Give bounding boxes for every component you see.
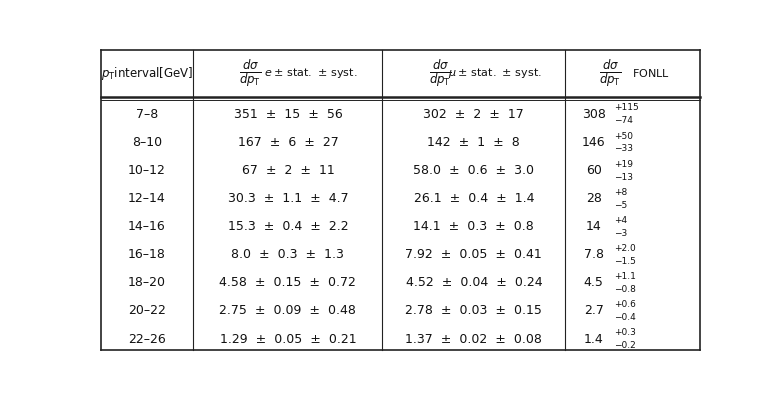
Text: 142  ±  1  ±  8: 142 ± 1 ± 8 [427,136,520,149]
Text: 20–22: 20–22 [128,305,166,318]
Text: $e \pm\,\mathrm{stat.}\,\pm\,\mathrm{syst.}$: $e \pm\,\mathrm{stat.}\,\pm\,\mathrm{sys… [264,66,357,80]
Text: 14.1  ±  0.3  ±  0.8: 14.1 ± 0.3 ± 0.8 [413,220,534,233]
Text: 12–14: 12–14 [128,192,166,205]
Text: +115: +115 [614,103,638,112]
Text: 1.4: 1.4 [583,333,604,346]
Text: −74: −74 [614,116,633,126]
Text: +4: +4 [614,216,627,225]
Text: 1.29  ±  0.05  ±  0.21: 1.29 ± 0.05 ± 0.21 [220,333,356,346]
Text: 67  ±  2  ±  11: 67 ± 2 ± 11 [242,164,335,177]
Text: 2.75  ±  0.09  ±  0.48: 2.75 ± 0.09 ± 0.48 [219,305,356,318]
Text: −0.8: −0.8 [614,285,636,294]
Text: 60: 60 [586,164,601,177]
Text: 308: 308 [582,108,605,121]
Text: 18–20: 18–20 [128,276,166,289]
Text: 22–26: 22–26 [128,333,166,346]
Text: 7–8: 7–8 [136,108,158,121]
Text: 58.0  ±  0.6  ±  3.0: 58.0 ± 0.6 ± 3.0 [413,164,534,177]
Text: 7.92  ±  0.05  ±  0.41: 7.92 ± 0.05 ± 0.41 [406,248,542,261]
Text: −1.5: −1.5 [614,257,636,266]
Text: −0.2: −0.2 [614,341,636,350]
Text: 30.3  ±  1.1  ±  4.7: 30.3 ± 1.1 ± 4.7 [228,192,348,205]
Text: 16–18: 16–18 [128,248,166,261]
Text: $\dfrac{d\sigma}{dp_\mathrm{T}}$: $\dfrac{d\sigma}{dp_\mathrm{T}}$ [430,58,452,89]
Text: 2.7: 2.7 [583,305,604,318]
Text: +2.0: +2.0 [614,244,636,253]
Text: 8–10: 8–10 [132,136,162,149]
Text: 14: 14 [586,220,601,233]
Text: −5: −5 [614,201,627,209]
Text: 7.8: 7.8 [583,248,604,261]
Text: $\mathrm{FONLL}$: $\mathrm{FONLL}$ [632,67,670,79]
Text: 15.3  ±  0.4  ±  2.2: 15.3 ± 0.4 ± 2.2 [228,220,348,233]
Text: 10–12: 10–12 [128,164,166,177]
Text: 351  ±  15  ±  56: 351 ± 15 ± 56 [233,108,342,121]
Text: 167  ±  6  ±  27: 167 ± 6 ± 27 [238,136,339,149]
Text: −13: −13 [614,173,633,181]
Text: 28: 28 [586,192,601,205]
Text: 14–16: 14–16 [128,220,166,233]
Text: $\dfrac{d\sigma}{dp_\mathrm{T}}$: $\dfrac{d\sigma}{dp_\mathrm{T}}$ [598,58,621,89]
Text: 2.78  ±  0.03  ±  0.15: 2.78 ± 0.03 ± 0.15 [406,305,542,318]
Text: 8.0  ±  0.3  ±  1.3: 8.0 ± 0.3 ± 1.3 [232,248,344,261]
Text: $\dfrac{d\sigma}{dp_\mathrm{T}}$: $\dfrac{d\sigma}{dp_\mathrm{T}}$ [239,58,261,89]
Text: $\mu \pm\,\mathrm{stat.}\,\pm\,\mathrm{syst.}$: $\mu \pm\,\mathrm{stat.}\,\pm\,\mathrm{s… [448,66,542,80]
Text: −33: −33 [614,145,633,154]
Text: +50: +50 [614,131,633,141]
Text: +19: +19 [614,160,633,169]
Text: +0.3: +0.3 [614,328,636,337]
Text: −3: −3 [614,228,627,238]
Text: +8: +8 [614,188,627,197]
Text: 302  ±  2  ±  17: 302 ± 2 ± 17 [424,108,524,121]
Text: 4.58  ±  0.15  ±  0.72: 4.58 ± 0.15 ± 0.72 [219,276,356,289]
Text: $p_\mathrm{T}$interval[GeV]: $p_\mathrm{T}$interval[GeV] [101,65,193,82]
Text: +1.1: +1.1 [614,272,636,281]
Text: 4.52  ±  0.04  ±  0.24: 4.52 ± 0.04 ± 0.24 [406,276,542,289]
Text: +0.6: +0.6 [614,300,636,309]
Text: 146: 146 [582,136,605,149]
Text: 1.37  ±  0.02  ±  0.08: 1.37 ± 0.02 ± 0.08 [406,333,542,346]
Text: 26.1  ±  0.4  ±  1.4: 26.1 ± 0.4 ± 1.4 [413,192,534,205]
Text: −0.4: −0.4 [614,313,636,322]
Text: 4.5: 4.5 [583,276,604,289]
